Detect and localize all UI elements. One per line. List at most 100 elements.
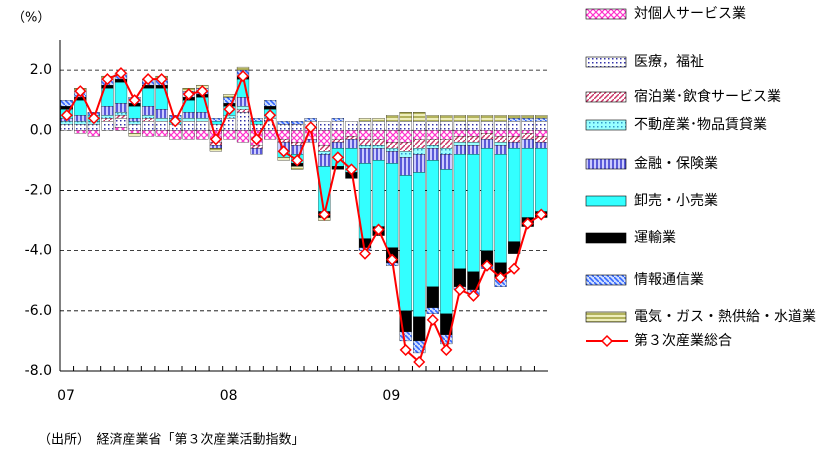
bar-segment (507, 130, 521, 137)
bar-segment (318, 130, 331, 146)
bar-segment (318, 145, 331, 152)
bar-segment (494, 145, 507, 155)
bar-segment (385, 115, 399, 122)
bar-segment (507, 115, 521, 119)
bar-segment (318, 121, 331, 131)
bar-segment (399, 331, 412, 342)
bar-segment (74, 115, 87, 122)
total-marker (535, 208, 548, 221)
legend-swatch (585, 91, 627, 103)
bar-segment (467, 136, 480, 143)
bar-segment (440, 121, 453, 131)
total-marker (60, 109, 73, 122)
bar-segment (372, 118, 385, 122)
legend-label: 宿泊業･飲食サービス業 (634, 89, 781, 105)
bar-segment (141, 106, 155, 116)
legend-label: 医療，福祉 (634, 54, 704, 70)
bar-segment (169, 130, 182, 140)
bar-segment (413, 148, 426, 155)
bar-segment (507, 121, 521, 131)
bar-segment (535, 118, 548, 122)
bar-segment (399, 121, 412, 131)
bar-segment (385, 151, 399, 164)
total-marker (74, 85, 87, 98)
bar-segment (399, 142, 412, 152)
legend-label: 電気・ガス・熱供給・水道業 (634, 309, 816, 325)
bar-segment (155, 118, 168, 122)
bar-segment (331, 142, 345, 149)
legend-label: 金融・保険業 (634, 156, 718, 172)
bar-segment (372, 121, 385, 131)
bar-segment (440, 169, 453, 314)
bar-segment (101, 84, 114, 89)
bar-segment (385, 130, 399, 143)
bar-segment (494, 154, 507, 263)
legend-label: 第３次産業総合 (634, 333, 732, 349)
bar-segment (440, 115, 453, 122)
bar-segment (494, 115, 507, 122)
bar-segment (453, 142, 467, 146)
y-axis-label: （%） (12, 11, 50, 26)
bar-segment (426, 307, 439, 314)
bar-segment (480, 133, 494, 140)
bar-segment (74, 100, 87, 116)
legend-patch (585, 8, 627, 20)
total-marker (101, 73, 114, 86)
bar-segment (453, 136, 467, 143)
bar-segment (114, 103, 128, 113)
y-tick-label: -4.0 (25, 243, 52, 259)
bar-segment (74, 124, 87, 131)
bar-segment (87, 124, 101, 131)
total-marker (264, 109, 277, 122)
bar-segment (345, 139, 358, 149)
bar-segment (413, 316, 426, 342)
bar-segment (209, 148, 223, 152)
bar-segment (535, 148, 548, 212)
bar-segment (291, 130, 304, 143)
bar-segment (155, 130, 168, 137)
total-marker (277, 145, 290, 158)
total-marker (521, 217, 534, 230)
legend-patch (585, 195, 627, 207)
bar-segment (467, 130, 480, 137)
bar-segment (413, 154, 426, 173)
bar-segment (453, 145, 467, 155)
bar-segment (426, 139, 439, 146)
total-marker (236, 70, 250, 83)
legend-item: 電気・ガス・熱供給・水道業 (584, 309, 824, 326)
bar-segment (521, 121, 534, 131)
bar-segment (426, 148, 439, 161)
bar-segment (155, 121, 168, 131)
bar-segment (453, 154, 467, 269)
bar-segment (480, 130, 494, 134)
bar-segment (372, 139, 385, 146)
bar-segment (385, 121, 399, 131)
bar-segment (467, 121, 480, 131)
bar-segment (128, 121, 141, 125)
bar-segment (494, 136, 507, 143)
legend-marker (600, 334, 614, 348)
bar-segment (480, 121, 494, 131)
total-marker (467, 289, 480, 302)
bar-segment (535, 142, 548, 149)
total-marker (223, 103, 236, 116)
bar-segment (426, 115, 439, 122)
bar-segment (155, 84, 168, 89)
bar-segment (250, 148, 263, 155)
y-tick-label: 0.0 (30, 122, 52, 138)
bar-segment (399, 157, 412, 176)
bar-segment (74, 121, 87, 125)
bar-segment (141, 130, 155, 137)
bar-segment (60, 124, 73, 131)
total-marker (142, 73, 155, 86)
bar-segment (345, 136, 358, 140)
total-marker (114, 67, 128, 80)
bar-segment (128, 118, 141, 122)
bar-segment (263, 106, 277, 110)
bar-segment (467, 142, 480, 146)
bar-segment (467, 145, 480, 155)
bar-segment (236, 112, 250, 131)
bar-segment (453, 121, 467, 131)
total-marker (372, 223, 385, 236)
total-marker (155, 73, 168, 86)
